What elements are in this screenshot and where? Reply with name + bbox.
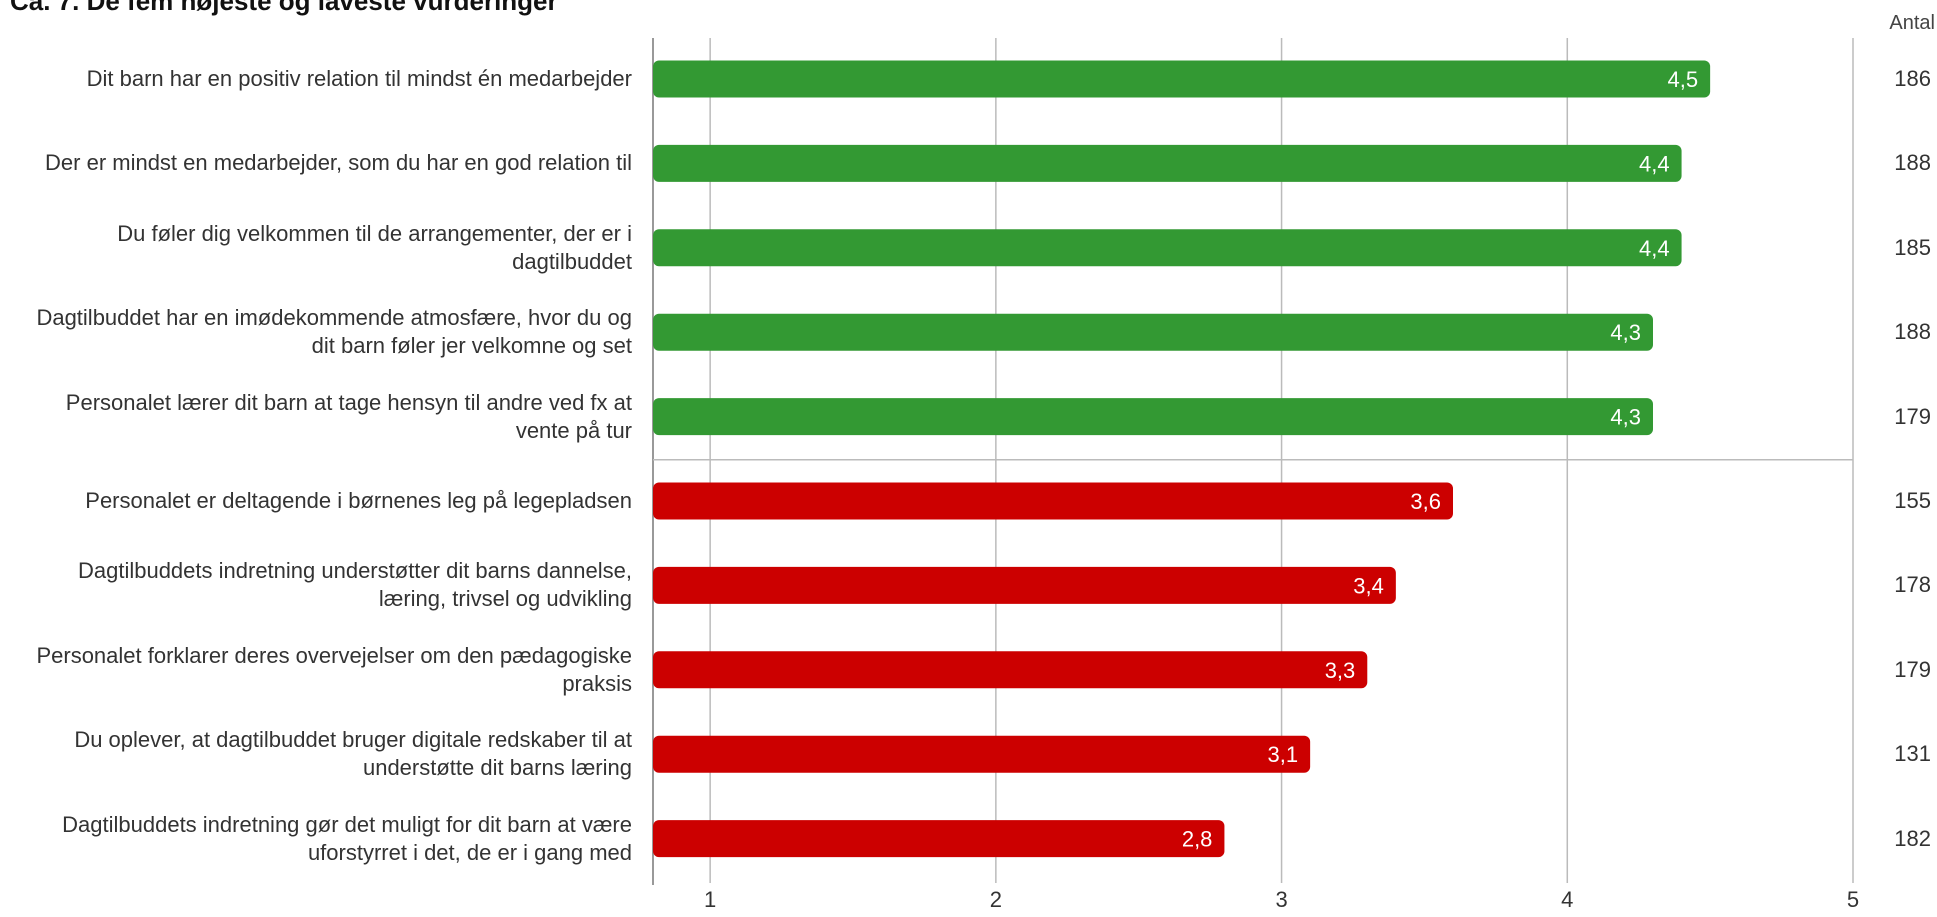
- count-value: 186: [1894, 66, 1931, 91]
- count-column-header: Antal: [1889, 12, 1935, 34]
- category-label: Du oplever, at dagtilbuddet bruger digit…: [74, 727, 632, 781]
- count-value: 179: [1894, 403, 1931, 429]
- category-label: Personalet er deltagende i børnenes leg …: [85, 488, 632, 513]
- category-label: Der er mindst en medarbejder, som du har…: [45, 150, 632, 176]
- bar: [653, 735, 1311, 773]
- category-label: Dit barn har en positiv relation til min…: [86, 66, 632, 91]
- count-value: 182: [1894, 825, 1931, 851]
- bar: [653, 566, 1396, 604]
- chart-title: Ca. 7. De fem højeste og laveste vurderi…: [10, 0, 558, 16]
- x-tick-label: 3: [1275, 887, 1288, 912]
- bar-value-label: 2,8: [1182, 827, 1213, 852]
- x-tick-label: 4: [1561, 887, 1574, 912]
- bar-value-label: 3,6: [1410, 489, 1441, 514]
- category-label: Du føler dig velkommen til de arrangemen…: [117, 220, 632, 274]
- count-value: 179: [1894, 656, 1931, 682]
- bar-value-label: 3,1: [1268, 742, 1299, 767]
- x-tick-label: 5: [1846, 887, 1860, 912]
- category-label: Dagtilbuddet har en imødekommende atmosf…: [36, 305, 632, 359]
- bar: [653, 651, 1368, 689]
- bar-value-label: 4,5: [1668, 67, 1699, 92]
- category-label: Dagtilbuddets indretning understøtter di…: [77, 558, 632, 612]
- bar: [653, 144, 1682, 182]
- count-value: 185: [1894, 234, 1931, 260]
- bar: [653, 398, 1653, 436]
- bar-value-label: 4,3: [1610, 405, 1641, 430]
- bar: [653, 60, 1711, 98]
- x-tick-label: 1: [704, 887, 717, 912]
- bar-value-label: 4,4: [1639, 151, 1670, 176]
- x-tick-label: 2: [989, 887, 1002, 912]
- bar-value-label: 3,3: [1325, 658, 1356, 683]
- bar-value-label: 4,4: [1639, 236, 1670, 261]
- count-value: 188: [1894, 150, 1931, 176]
- category-label: Personalet forklarer deres overvejelser …: [36, 642, 632, 696]
- bar-value-label: 4,3: [1610, 320, 1641, 345]
- count-value: 178: [1894, 572, 1931, 598]
- count-value: 188: [1894, 319, 1931, 345]
- category-label: Dagtilbuddets indretning gør det muligt …: [62, 811, 632, 865]
- bar-value-label: 3,4: [1353, 573, 1384, 598]
- count-value: 131: [1894, 741, 1931, 767]
- bar: [653, 820, 1225, 858]
- category-label: Personalet lærer dit barn at tage hensyn…: [65, 389, 632, 443]
- bar: [653, 482, 1453, 520]
- bar: [653, 313, 1653, 351]
- bar: [653, 229, 1682, 267]
- count-value: 155: [1894, 488, 1931, 513]
